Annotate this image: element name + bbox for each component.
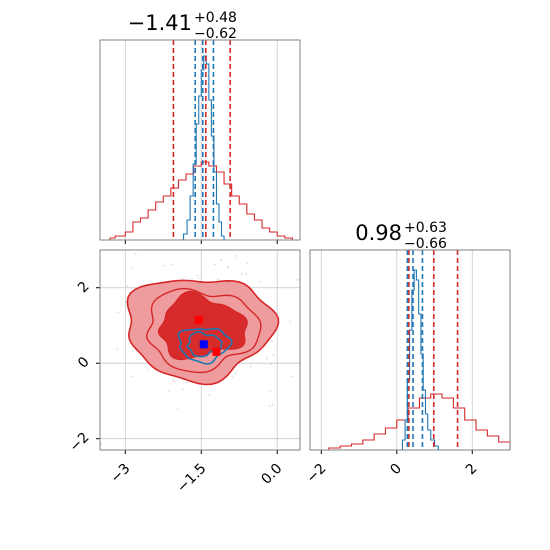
scatter-point: [270, 363, 272, 366]
scatter-point: [168, 390, 171, 392]
scatter-point: [134, 252, 137, 255]
scatter-point: [272, 353, 275, 356]
scatter-point: [131, 349, 134, 352]
scatter-point: [116, 348, 119, 351]
scatter-point: [235, 255, 238, 257]
scatter-point: [217, 278, 220, 281]
scatter-point: [185, 381, 188, 384]
scatter-point: [181, 278, 184, 280]
blue-contour-outer: [177, 327, 233, 365]
marginal-panel-1: −1.41 +0.48−0.62: [99, 10, 301, 244]
scatter-point: [227, 267, 230, 270]
scatter-point: [265, 357, 268, 360]
marginal-2-xtick-label: −2: [304, 461, 330, 487]
scatter-point: [268, 405, 271, 407]
scatter-point: [191, 277, 193, 280]
blue-marker: [199, 340, 208, 349]
marginal-1-blue-histogram: [178, 55, 225, 241]
joint-ytick-label: 0: [75, 354, 93, 372]
scatter-point: [126, 285, 129, 287]
marginal-2-title-upper: +0.63: [404, 220, 447, 236]
marginal-1-frame: [99, 39, 301, 241]
marginal-2-red-histogram: [310, 393, 511, 451]
scatter-point: [117, 311, 120, 314]
scatter-point: [173, 380, 176, 383]
joint-xtick-label: −1.5: [174, 461, 209, 496]
scatter-point: [163, 264, 166, 267]
scatter-point: [271, 404, 274, 406]
scatter-point: [196, 274, 199, 277]
scatter-point: [276, 262, 278, 264]
scatter-point: [172, 379, 174, 382]
scatter-point: [171, 263, 174, 266]
joint-ytick-label: 2: [75, 279, 93, 297]
marginal-2-xtick-label: 2: [463, 461, 481, 479]
scatter-point: [270, 340, 273, 342]
scatter-point: [269, 390, 272, 392]
scatter-point: [176, 408, 179, 411]
scatter-point: [100, 443, 102, 446]
joint-frame: [99, 249, 301, 451]
joint-panel: −2 0 2 −3 −1.5 0.0: [67, 249, 301, 496]
scatter-point: [259, 280, 262, 283]
joint-xtick-label: 0.0: [258, 461, 285, 488]
blue-contour-inner: [186, 330, 223, 358]
marginal-1-title-lower: −0.62: [194, 26, 237, 42]
marginal-1-title-value: −1.41: [128, 11, 192, 35]
joint-xtick-label: −3: [108, 461, 134, 487]
scatter-point: [213, 263, 216, 266]
scatter-point: [220, 258, 223, 261]
marginal-2-title-lower: −0.66: [404, 236, 447, 252]
scatter-point: [249, 365, 252, 368]
scatter-point: [231, 375, 234, 378]
scatter-point: [246, 262, 249, 265]
scatter-point: [147, 368, 150, 371]
marginal-1-title-upper: +0.48: [194, 10, 237, 26]
red-marker: [194, 315, 203, 324]
scatter-point: [289, 320, 291, 323]
red-marker: [212, 347, 221, 356]
scatter-point: [245, 273, 248, 275]
marginal-2-frame: [309, 249, 511, 451]
scatter-point: [182, 388, 184, 391]
scatter-point: [131, 375, 134, 378]
scatter-point: [227, 265, 230, 268]
scatter-point: [296, 278, 299, 281]
marginal-1-red-histogram: [100, 161, 293, 241]
scatter-point: [131, 266, 134, 269]
marginal-2-blue-histogram: [398, 269, 439, 451]
marginal-2-title-value: 0.98: [355, 221, 402, 245]
scatter-point: [234, 372, 237, 375]
marginal-2-xtick-label: 0: [387, 461, 405, 479]
scatter-point: [208, 393, 211, 396]
scatter-point: [199, 277, 201, 280]
scatter-point: [290, 375, 293, 378]
scatter-point: [240, 273, 243, 275]
joint-ytick-label: −2: [67, 429, 93, 455]
marginal-panel-2: −2 0 2 0.98 +0.63−0.66: [304, 220, 511, 487]
